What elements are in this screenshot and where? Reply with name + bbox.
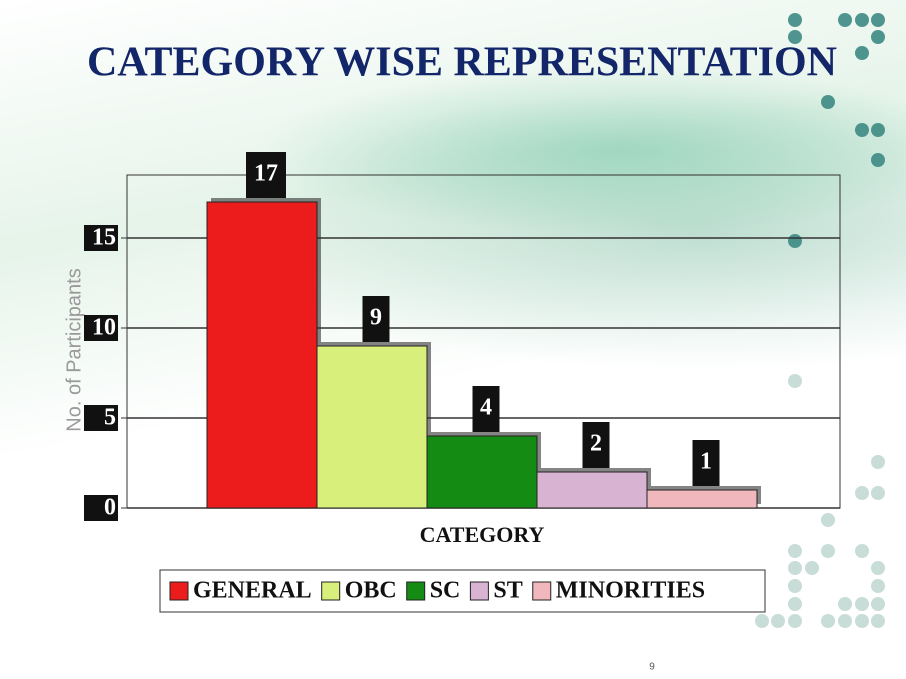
page-number: 9 xyxy=(649,662,655,673)
y-tick-label-bg xyxy=(84,225,118,251)
legend-swatch xyxy=(532,581,552,601)
decoration-dots-light xyxy=(755,374,885,628)
value-label-bg xyxy=(362,296,390,342)
y-tick-label-bg xyxy=(84,405,118,431)
legend-label: MINORITIES xyxy=(556,578,705,604)
decoration-dots xyxy=(788,13,885,248)
value-label-bg xyxy=(246,152,286,198)
legend-label: GENERAL xyxy=(193,578,312,604)
value-label-bg xyxy=(692,440,720,486)
y-tick-label-bg xyxy=(84,495,118,521)
legend-label: OBC xyxy=(345,578,397,604)
bar xyxy=(316,345,428,509)
bar xyxy=(646,489,758,509)
chart-title: CATEGORY WISE REPRESENTATION xyxy=(87,40,837,86)
legend-swatch xyxy=(169,581,189,601)
y-tick-label: 5 xyxy=(104,405,116,431)
value-label: 4 xyxy=(480,395,492,421)
value-label: 17 xyxy=(254,161,278,187)
legend-swatch xyxy=(469,581,489,601)
y-tick-label: 10 xyxy=(92,315,116,341)
value-label: 9 xyxy=(370,305,382,331)
x-axis-label: CATEGORY xyxy=(420,522,545,547)
bar xyxy=(536,471,648,509)
value-label: 2 xyxy=(590,431,602,457)
legend-swatch xyxy=(406,581,426,601)
legend-swatch xyxy=(321,581,341,601)
y-tick-label: 15 xyxy=(92,225,116,251)
y-tick-label: 0 xyxy=(104,495,116,521)
value-label: 1 xyxy=(700,449,712,475)
bar xyxy=(206,201,318,509)
value-label-bg xyxy=(582,422,610,468)
bar xyxy=(426,435,538,509)
value-label-bg xyxy=(472,386,500,432)
legend-label: SC xyxy=(430,578,461,604)
y-tick-label-bg xyxy=(84,315,118,341)
y-axis-label: No. of Participants xyxy=(63,268,85,431)
legend-label: ST xyxy=(493,578,522,604)
legend xyxy=(159,569,766,613)
